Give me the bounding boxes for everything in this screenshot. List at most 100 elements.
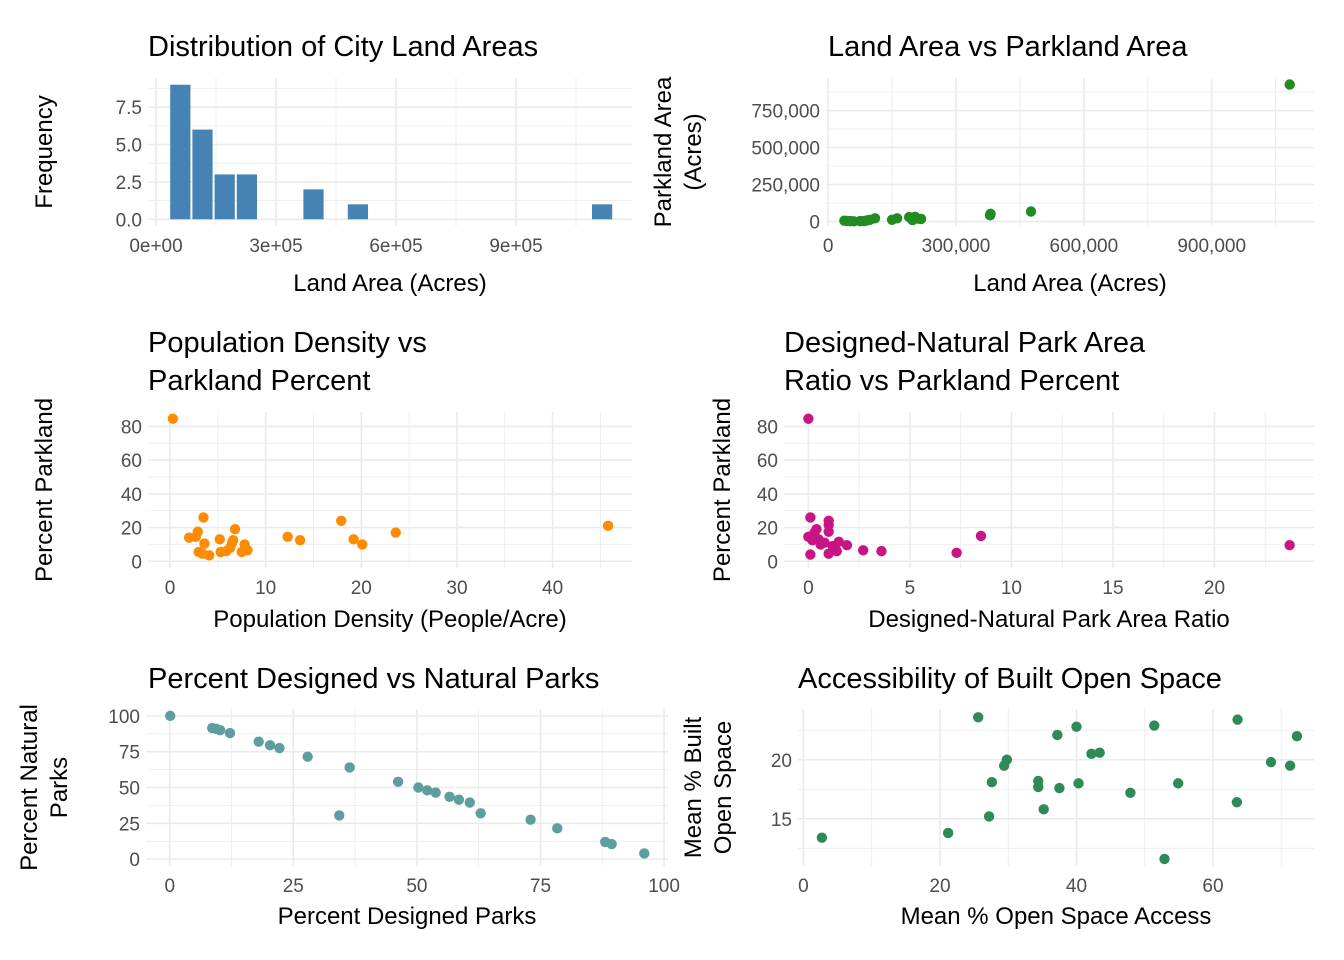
scatter-point <box>639 848 650 859</box>
scatter-point <box>1071 721 1082 732</box>
scatter-point <box>805 512 816 523</box>
scatter-point <box>841 540 853 551</box>
x-tick-label: 600,000 <box>1050 236 1119 257</box>
x-tick-label: 3e+05 <box>249 236 302 257</box>
scatter-point <box>392 776 404 787</box>
scatter-point <box>274 742 285 754</box>
scatter-point <box>816 832 828 843</box>
y-axis-title-line: Open Space <box>710 721 737 854</box>
y-axis-title-line: Frequency <box>31 95 58 208</box>
scatter-point <box>1033 781 1044 793</box>
x-tick-label: 0e+00 <box>129 236 182 257</box>
chart-title: Population Density vs Parkland Percent <box>148 327 427 397</box>
scatter-point <box>357 539 368 550</box>
scatter-point <box>1052 729 1063 741</box>
y-axis-title-line: Percent Natural <box>16 704 43 871</box>
x-tick-label: 5 <box>905 578 916 599</box>
scatter-point <box>811 524 822 535</box>
panel-density-vs-parkland: Population Density vs Parkland Percent 0 10… <box>31 327 632 633</box>
histogram-bar <box>214 174 235 220</box>
x-axis-title: Land Area (Acres) <box>293 270 486 297</box>
y-tick-label: 60 <box>121 451 142 472</box>
chart-title: Percent Designed vs Natural Parks <box>148 663 599 695</box>
scatter-point <box>602 520 614 532</box>
scatter-point <box>302 751 313 762</box>
scatter-point <box>552 823 563 834</box>
gridlines <box>826 78 1314 226</box>
y-axis-title-line: (Acres) <box>680 113 707 190</box>
y-tick-label: 15 <box>771 810 792 831</box>
panel-hist: Distribution of City Land Areas 0e+00 3e+0… <box>31 31 632 297</box>
panel-designed-vs-natural: Percent Designed vs Natural Parks 0 25 50 75… <box>16 663 680 930</box>
x-tick-label: 15 <box>1102 578 1123 599</box>
x-tick-label: 9e+05 <box>489 236 542 257</box>
scatter-point <box>1149 720 1160 731</box>
x-tick-label: 10 <box>1001 578 1022 599</box>
gridlines <box>148 412 632 568</box>
scatter-point <box>831 545 842 557</box>
scatter-point <box>348 534 359 545</box>
y-tick-label: 0 <box>809 213 820 234</box>
data-marks <box>803 413 1295 560</box>
scatter-point <box>1054 782 1065 794</box>
y-tick-label: 25 <box>119 814 140 835</box>
scatter-point <box>1265 756 1277 768</box>
y-tick-label: 100 <box>108 707 140 728</box>
y-tick-label: 20 <box>757 519 778 540</box>
scatter-point <box>833 536 845 548</box>
x-axis-title: Designed-Natural Park Area Ratio <box>868 606 1230 633</box>
scatter-point <box>1284 760 1296 771</box>
x-axis-title: Population Density (People/Acre) <box>213 606 567 633</box>
y-tick-label: 250,000 <box>751 176 820 197</box>
x-tick-label: 20 <box>351 578 372 599</box>
data-marks <box>839 79 1295 227</box>
x-tick-label: 6e+05 <box>369 236 422 257</box>
histogram-bar <box>303 189 324 220</box>
y-tick-label: 75 <box>119 743 140 764</box>
scatter-point <box>214 725 226 736</box>
scatter-point <box>227 534 239 546</box>
histogram-bar <box>592 204 613 220</box>
histogram-bar <box>347 204 368 220</box>
y-tick-label: 2.5 <box>116 173 142 194</box>
x-tick-label: 60 <box>1202 876 1223 897</box>
gridlines <box>784 412 1314 568</box>
x-tick-label: 0 <box>803 578 814 599</box>
scatter-point <box>876 545 887 557</box>
x-tick-label: 75 <box>530 876 551 897</box>
x-tick-label: 20 <box>1204 578 1225 599</box>
scatter-point <box>986 776 998 788</box>
y-tick-label: 500,000 <box>751 139 820 160</box>
gridlines <box>798 709 1314 866</box>
y-tick-label: 0.0 <box>116 210 142 231</box>
scatter-point <box>229 524 241 535</box>
data-marks <box>170 84 613 220</box>
x-tick-label: 0 <box>823 236 834 257</box>
histogram-bar <box>236 174 257 220</box>
scatter-point <box>1284 540 1295 551</box>
y-axis-title-line: Parks <box>46 757 73 818</box>
x-tick-label: 0 <box>165 578 176 599</box>
scatter-point <box>264 740 276 751</box>
scatter-point <box>430 787 441 798</box>
y-axis-title: Frequency <box>31 95 58 208</box>
panel-ratio-vs-parkland: Designed-Natural Park Area Ratio vs Parkl… <box>709 327 1314 633</box>
scatter-point <box>167 413 179 424</box>
scatter-point <box>165 710 176 722</box>
chart-title: Accessibility of Built Open Space <box>798 663 1222 695</box>
x-axis-title: Percent Designed Parks <box>278 903 537 930</box>
y-tick-label: 750,000 <box>751 102 820 123</box>
scatter-point <box>422 785 433 796</box>
y-axis-title: Mean % Built Open Space <box>680 716 737 858</box>
scatter-point <box>199 538 210 549</box>
chart-title-line: Ratio vs Parkland Percent <box>784 365 1119 397</box>
panels: Distribution of City Land Areas 0e+00 3e+0… <box>16 31 1314 930</box>
scatter-point <box>1025 206 1037 217</box>
x-tick-label: 900,000 <box>1177 236 1246 257</box>
histogram-bar <box>170 84 191 220</box>
scatter-point <box>891 213 903 224</box>
data-marks <box>816 712 1303 865</box>
gridlines <box>148 78 632 226</box>
scatter-point <box>475 808 486 819</box>
